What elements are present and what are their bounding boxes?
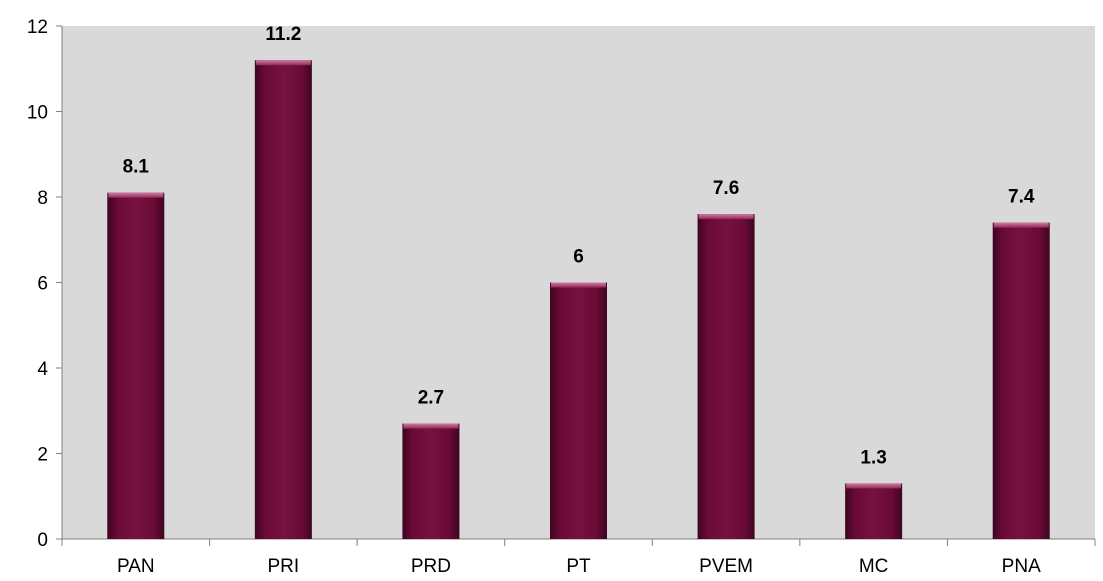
- data-label-prd: 2.7: [418, 388, 444, 409]
- bar-pan: [107, 192, 165, 539]
- bar-pt: [550, 282, 607, 539]
- data-label-pvem: 7.6: [713, 178, 739, 199]
- y-tick-label: 10: [27, 103, 48, 124]
- x-tick-label: MC: [859, 556, 889, 577]
- data-label-mc: 1.3: [860, 447, 886, 468]
- y-tick-label: 0: [37, 530, 48, 551]
- x-tick-label: PRD: [411, 556, 451, 577]
- data-labels: 8.1 11.2 2.7 6 7.6 1.3 7.4: [123, 24, 1035, 468]
- x-tick-label: PAN: [117, 556, 155, 577]
- bar-mc: [845, 483, 903, 539]
- y-axis: 0 2 4 6 8 10 12: [27, 17, 63, 551]
- bar-pri: [254, 60, 312, 539]
- bar-cap-pvem: [698, 214, 754, 220]
- y-tick-label: 4: [37, 359, 48, 380]
- y-tick-label: 8: [37, 188, 48, 209]
- data-label-pt: 6: [573, 247, 584, 268]
- bar-cap-prd: [403, 423, 459, 429]
- x-tick-label: PT: [566, 556, 591, 577]
- bars: [107, 60, 1050, 539]
- bar-cap-pan: [108, 192, 164, 198]
- data-label-pan: 8.1: [123, 157, 150, 178]
- x-tick-label: PRI: [268, 556, 300, 577]
- bar-prd: [402, 423, 460, 539]
- bar-cap-mc: [846, 483, 902, 489]
- bar-pvem: [697, 214, 755, 539]
- y-tick-label: 2: [37, 445, 48, 466]
- data-label-pna: 7.4: [1008, 187, 1035, 208]
- x-tick-label: PNA: [1002, 556, 1041, 577]
- bar-cap-pri: [255, 60, 311, 66]
- y-tick-label: 6: [37, 274, 48, 295]
- y-tick-label: 12: [27, 17, 48, 38]
- data-label-pri: 11.2: [265, 24, 301, 45]
- bar-pna: [992, 222, 1050, 539]
- x-tick-label: PVEM: [699, 556, 753, 577]
- bar-cap-pt: [551, 282, 606, 288]
- bar-cap-pna: [993, 222, 1049, 228]
- x-axis: PAN PRI PRD PT PVEM MC PNA: [61, 538, 1096, 577]
